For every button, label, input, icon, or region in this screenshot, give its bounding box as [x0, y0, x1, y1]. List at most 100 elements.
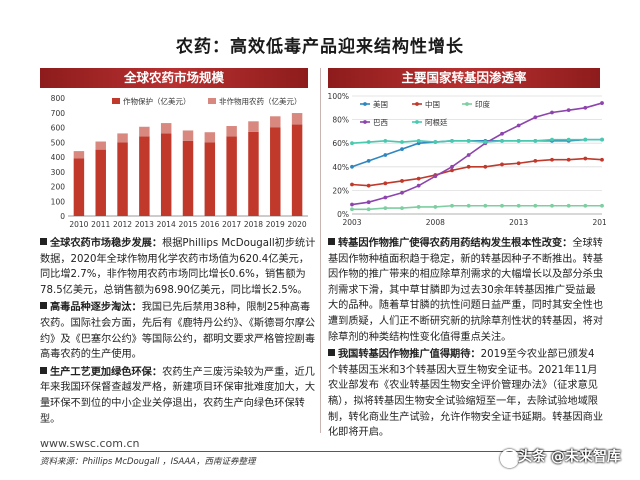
series-point	[416, 138, 421, 143]
bullet-square-icon	[328, 238, 335, 245]
footer-divider	[40, 451, 600, 452]
x-tick-label: 2020	[288, 220, 307, 229]
series-point	[566, 157, 571, 162]
series-point	[600, 101, 604, 105]
series-point	[466, 164, 471, 169]
series-point	[566, 137, 571, 142]
panel-divider	[320, 68, 321, 433]
bullet-square-icon	[40, 302, 47, 310]
legend-marker	[415, 102, 419, 106]
series-point	[550, 137, 554, 142]
y-tick-label: 400	[51, 153, 66, 162]
x-tick-label: 2013	[135, 220, 154, 229]
series-point	[500, 203, 504, 208]
y-tick-label: 500	[51, 138, 66, 147]
series-point	[583, 105, 588, 110]
watermark: 头条 @未来智库	[518, 449, 621, 465]
bar-noncrop	[117, 133, 128, 143]
series-point	[383, 181, 388, 186]
y-tick-label: 700	[51, 109, 66, 118]
series-point	[500, 131, 504, 136]
series-point	[450, 168, 454, 173]
bar-crop	[182, 140, 194, 216]
series-point	[533, 203, 538, 208]
series-point	[583, 203, 588, 208]
x-tick-label: 2018	[592, 218, 606, 227]
right-bullet-1-lead: 转基因作物推广使得农药用药结构发生根本性改变：	[338, 238, 573, 249]
series-point	[500, 138, 504, 143]
bar-crop	[291, 124, 303, 216]
bar-noncrop	[270, 116, 281, 128]
legend-marker	[415, 120, 419, 124]
x-tick-label: 2014	[157, 220, 176, 229]
bar-noncrop	[248, 121, 259, 132]
y-tick-label: 20%	[332, 186, 349, 195]
bar-noncrop	[204, 132, 216, 143]
watermark-logo-icon	[500, 449, 519, 468]
series-point	[500, 162, 504, 167]
bar-crop	[117, 142, 128, 216]
series-point	[550, 110, 554, 115]
x-tick-label: 2012	[113, 220, 132, 229]
series-point	[383, 195, 388, 200]
x-tick-label: 2011	[91, 220, 110, 229]
series-point	[350, 141, 354, 146]
bullet-square-icon	[40, 366, 47, 374]
footer-url[interactable]: www.swsc.com.cn	[40, 437, 140, 450]
series-point	[533, 115, 538, 120]
legend-marker	[465, 102, 469, 106]
bar-noncrop	[95, 141, 106, 150]
left-bullet-2-text: 我国已先后禁用38种，限制25种高毒农药。国际社会方面，先后有《鹿特丹公约》、《…	[40, 302, 316, 361]
left-bullets: 全球农药市场稳步发展：根据Phillips McDougall初步统计数据，20…	[40, 236, 316, 429]
series-point	[516, 123, 521, 128]
x-tick-label: 2017	[222, 220, 241, 229]
series-point	[416, 205, 421, 209]
series-point	[400, 190, 404, 195]
y-tick-label: 0	[60, 212, 65, 221]
series-point	[583, 156, 588, 161]
series-line	[351, 138, 602, 168]
bullet-square-icon	[40, 238, 47, 245]
legend-label: 美国	[373, 99, 388, 109]
series-point	[483, 164, 488, 169]
x-tick-label: 2018	[244, 220, 263, 229]
legend-label: 印度	[475, 99, 490, 109]
bullet-square-icon	[328, 349, 335, 357]
series-line	[351, 157, 603, 187]
series-point	[550, 157, 554, 162]
legend-marker	[363, 102, 367, 106]
right-bullet-2-lead: 我国转基因作物推广值得期待：	[338, 349, 481, 361]
series-point	[566, 108, 571, 113]
series-point	[450, 138, 454, 143]
right-bullet-1-text: 全球转基因作物种植面积趋于稳定，新的转基因种子不断推出。转基因作物的推广带来的相…	[328, 238, 604, 343]
series-point	[516, 138, 521, 143]
left-bullet-1-lead: 全球农药市场稳步发展：	[50, 238, 163, 249]
series-point	[400, 147, 404, 151]
series-point	[466, 138, 471, 143]
series-point	[533, 159, 538, 163]
right-bullets: 转基因作物推广使得农药用药结构发生根本性改变：全球转基因作物种植面积趋于稳定，新…	[328, 236, 604, 443]
series-line	[352, 204, 602, 211]
series-point	[600, 157, 604, 162]
legend-label: 非作物用农药（亿美元）	[219, 96, 302, 106]
y-tick-label: 200	[51, 183, 66, 192]
series-point	[583, 137, 588, 142]
bar-crop	[248, 131, 259, 216]
x-tick-label: 2010	[69, 220, 88, 229]
series-point	[433, 174, 438, 179]
y-tick-label: 600	[51, 124, 66, 133]
series-point	[516, 203, 521, 208]
series-point	[400, 206, 404, 210]
y-tick-label: 300	[51, 168, 66, 177]
series-point	[366, 140, 371, 144]
series-line	[351, 138, 602, 144]
series-point	[466, 203, 471, 208]
x-tick-label: 2008	[426, 218, 445, 227]
series-point	[600, 137, 604, 142]
series-point	[416, 183, 421, 188]
y-tick-label: 40%	[332, 163, 349, 172]
series-point	[466, 153, 471, 157]
series-point	[350, 202, 354, 207]
x-tick-label: 2019	[266, 220, 285, 229]
series-point	[433, 140, 438, 144]
